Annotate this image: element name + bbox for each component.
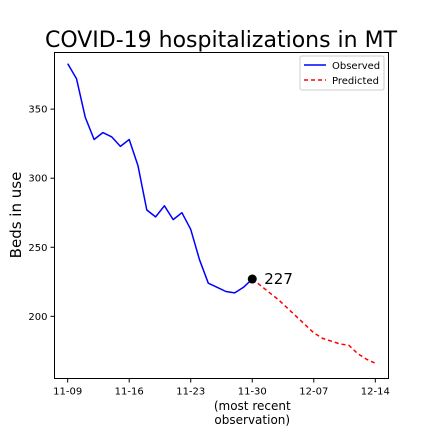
chart-title: COVID-19 hospitalizations in MT xyxy=(45,28,398,53)
x-tick-label: 12-07 xyxy=(299,387,328,398)
x-axis-label: (most recent observation) xyxy=(214,399,291,427)
y-tick-label: 350 xyxy=(28,105,47,116)
x-tick-label: 11-09 xyxy=(53,387,82,398)
x-tick-label: 12-14 xyxy=(361,387,390,398)
x-tick-label: 11-16 xyxy=(115,387,144,398)
x-axis-ticks: 11-09 11-16 11-23 11-30 12-07 12-14 xyxy=(53,378,390,398)
y-axis-ticks: 200 250 300 350 xyxy=(28,105,55,323)
x-tick-label: 11-23 xyxy=(176,387,205,398)
y-tick-label: 250 xyxy=(28,243,47,254)
y-tick-label: 200 xyxy=(28,312,47,323)
predicted-series-line xyxy=(251,278,376,364)
observed-series-line xyxy=(67,63,253,294)
legend: Observed Predicted xyxy=(299,55,385,91)
annotation-layer: 227 xyxy=(247,270,293,288)
y-axis-label: Beds in use xyxy=(7,172,25,259)
legend-observed-label: Observed xyxy=(332,61,380,72)
y-tick-label: 300 xyxy=(28,174,47,185)
last-observation-point xyxy=(247,274,257,284)
last-observation-label: 227 xyxy=(264,270,293,288)
legend-predicted-label: Predicted xyxy=(332,76,379,87)
x-tick-label: 11-30 xyxy=(238,387,267,398)
plot-area-frame xyxy=(54,52,389,379)
series-layer xyxy=(67,63,376,364)
